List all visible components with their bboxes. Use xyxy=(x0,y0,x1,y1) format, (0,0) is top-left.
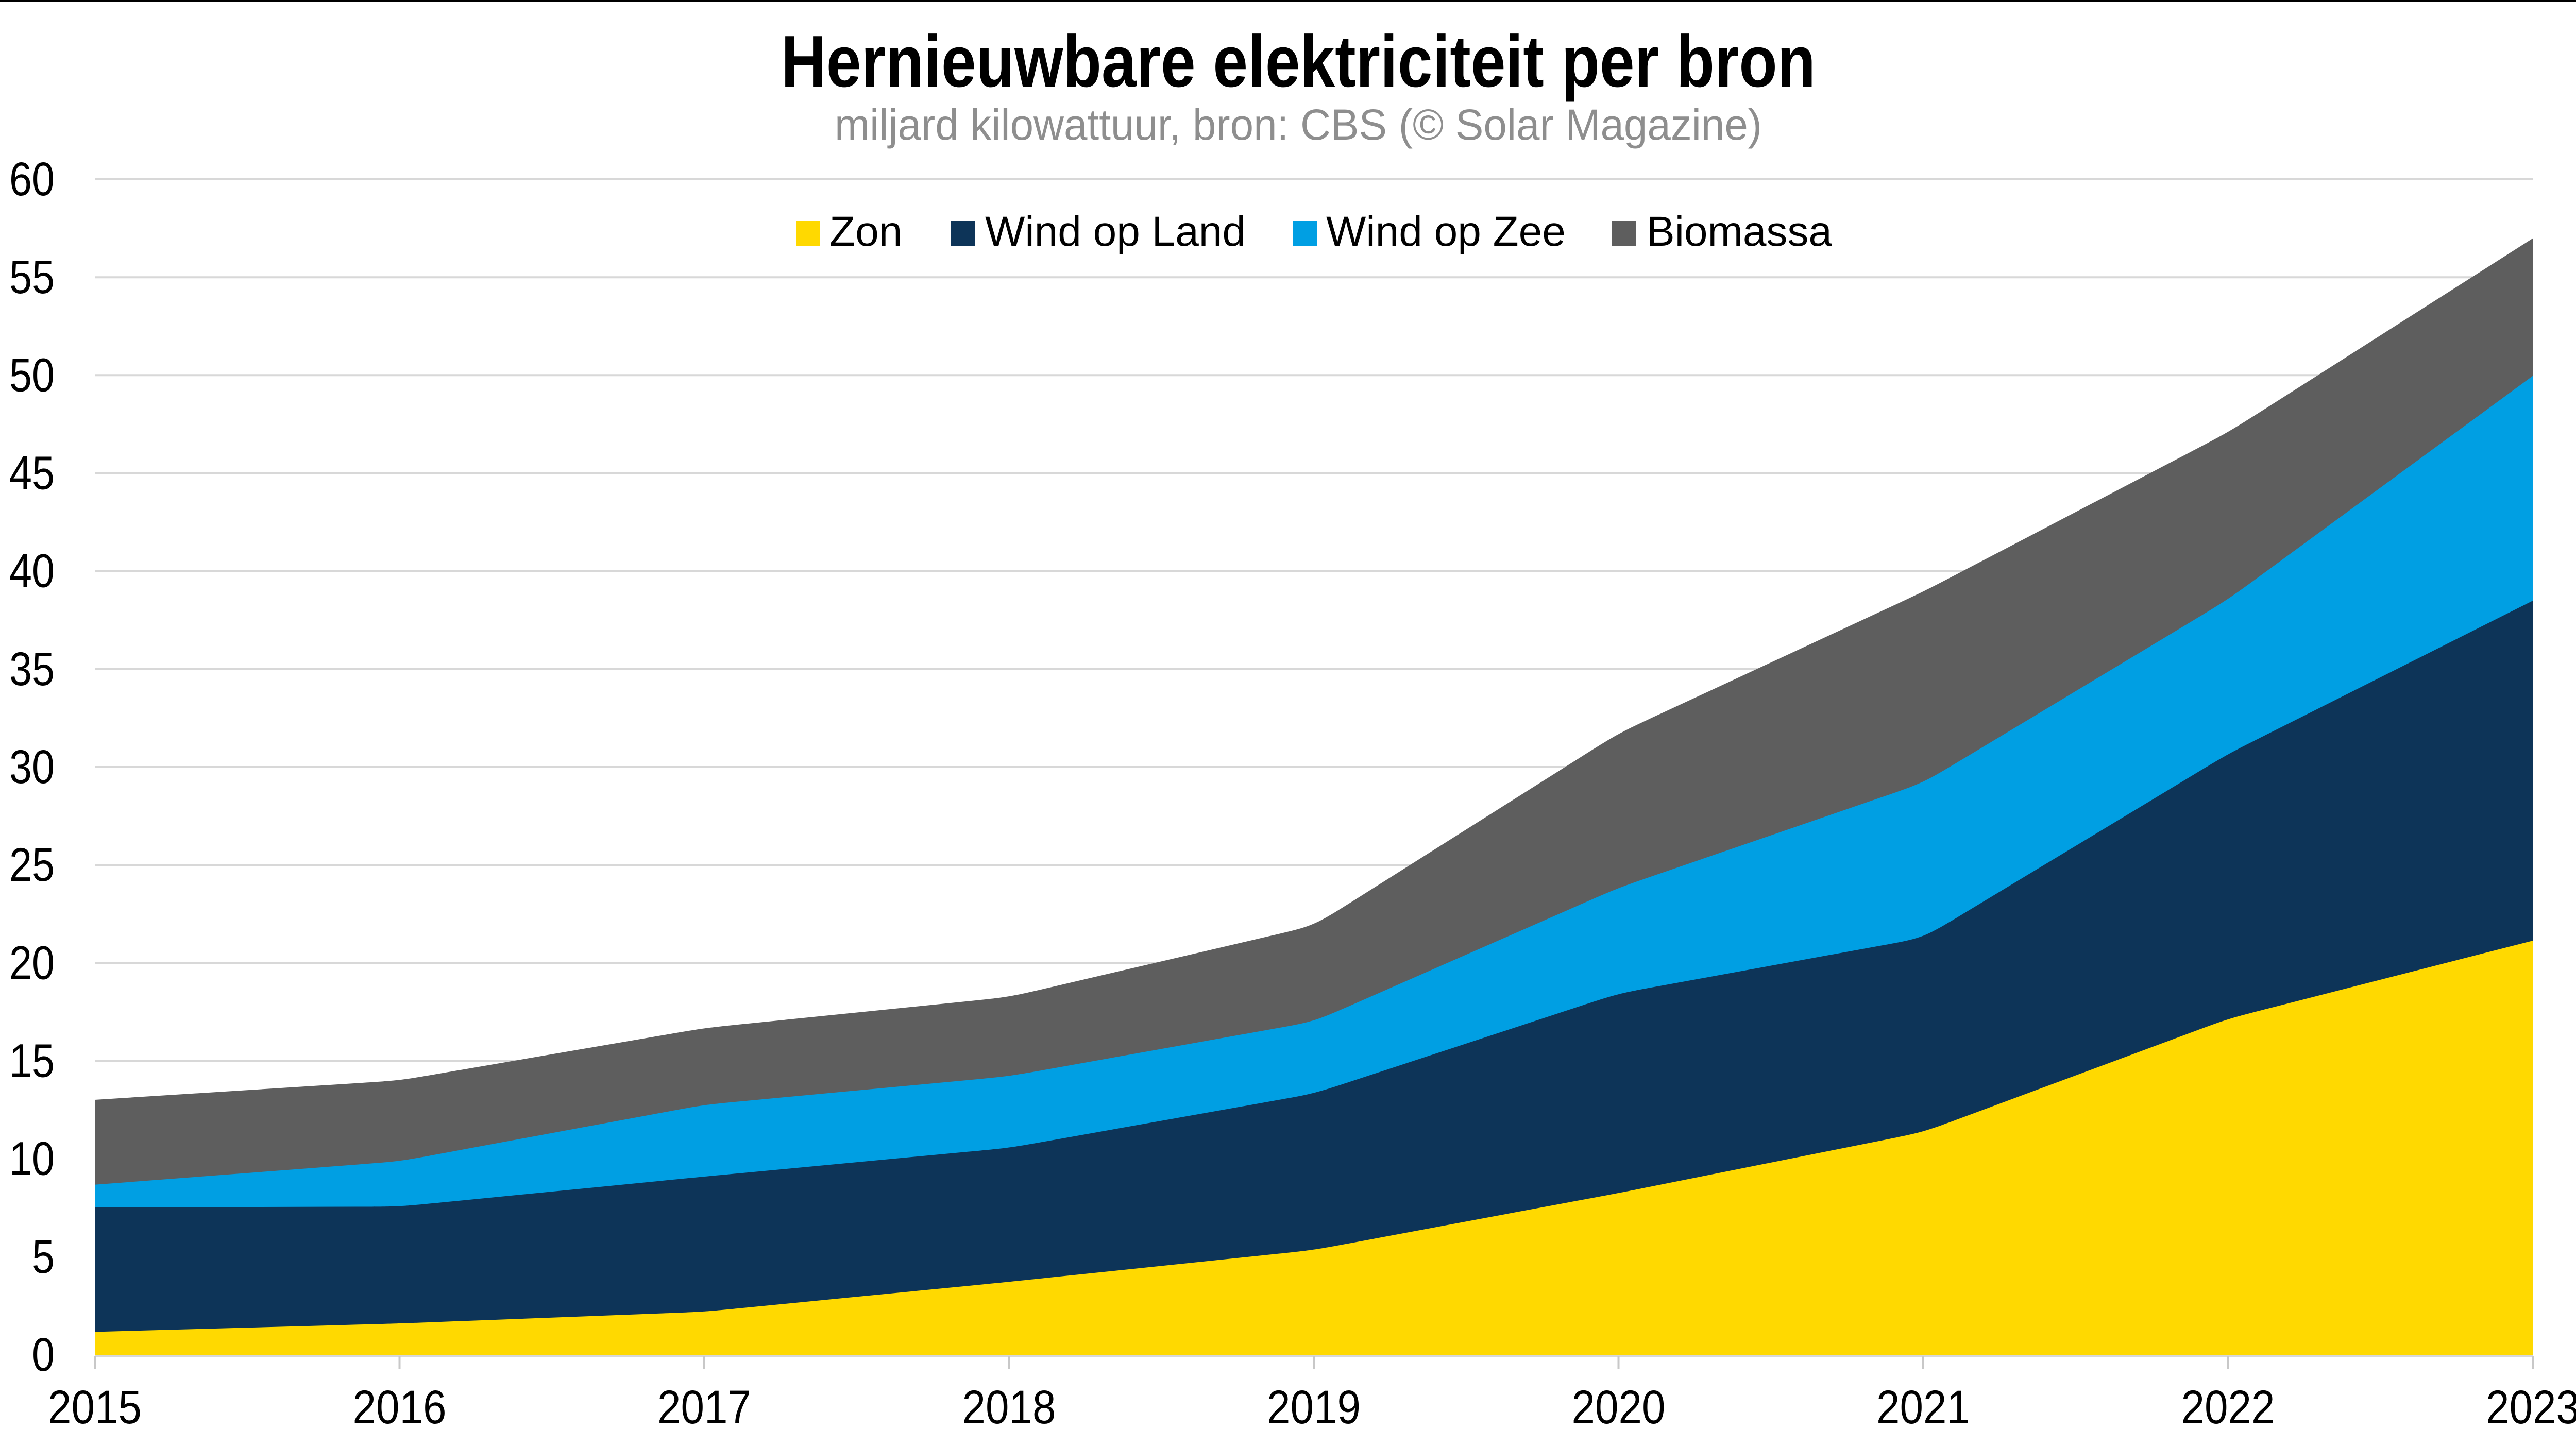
svg-text:2018: 2018 xyxy=(962,1381,1056,1434)
svg-text:2021: 2021 xyxy=(1876,1381,1970,1434)
svg-text:50: 50 xyxy=(9,349,55,401)
svg-text:5: 5 xyxy=(32,1231,55,1283)
svg-text:Hernieuwbare elektriciteit per: Hernieuwbare elektriciteit per bron xyxy=(781,21,1816,103)
svg-text:25: 25 xyxy=(9,839,55,891)
svg-text:2017: 2017 xyxy=(657,1381,751,1434)
svg-text:Biomassa: Biomassa xyxy=(1647,208,1832,255)
svg-text:2020: 2020 xyxy=(1572,1381,1666,1434)
svg-text:10: 10 xyxy=(9,1133,55,1185)
svg-text:2023: 2023 xyxy=(2486,1381,2576,1434)
svg-text:45: 45 xyxy=(9,447,55,500)
svg-text:Wind op Zee: Wind op Zee xyxy=(1326,208,1566,255)
svg-text:40: 40 xyxy=(9,545,55,598)
svg-text:Zon: Zon xyxy=(829,208,902,255)
svg-text:miljard kilowattuur, bron: CBS: miljard kilowattuur, bron: CBS (© Solar … xyxy=(835,100,1762,149)
svg-text:15: 15 xyxy=(9,1035,55,1087)
svg-text:55: 55 xyxy=(9,251,55,303)
svg-text:60: 60 xyxy=(9,153,55,206)
svg-text:0: 0 xyxy=(32,1329,55,1381)
svg-text:2022: 2022 xyxy=(2181,1381,2275,1434)
svg-text:30: 30 xyxy=(9,741,55,793)
svg-text:Wind op Land: Wind op Land xyxy=(985,208,1246,255)
svg-text:2016: 2016 xyxy=(353,1381,447,1434)
svg-text:20: 20 xyxy=(9,937,55,989)
svg-text:2015: 2015 xyxy=(48,1381,142,1434)
svg-text:35: 35 xyxy=(9,643,55,695)
svg-text:2019: 2019 xyxy=(1267,1381,1361,1434)
